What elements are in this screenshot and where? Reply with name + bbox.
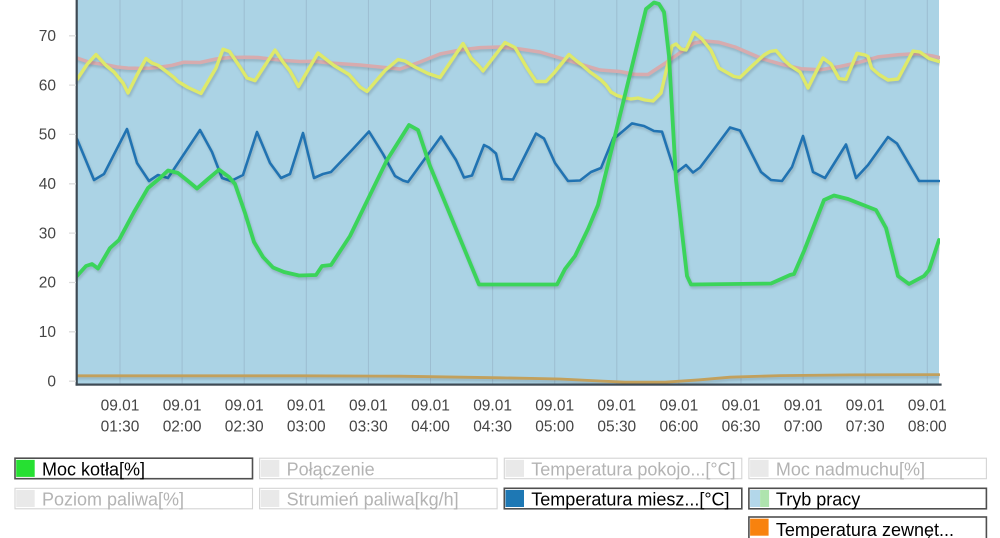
svg-text:06:00: 06:00 xyxy=(660,418,699,435)
svg-text:09.01: 09.01 xyxy=(660,398,699,415)
svg-text:06:30: 06:30 xyxy=(722,418,761,435)
svg-text:Poziom paliwa[%]: Poziom paliwa[%] xyxy=(42,490,184,510)
svg-text:03:00: 03:00 xyxy=(287,418,326,435)
svg-text:09.01: 09.01 xyxy=(411,398,450,415)
svg-text:09.01: 09.01 xyxy=(473,398,512,415)
svg-text:60: 60 xyxy=(39,77,57,94)
svg-text:30: 30 xyxy=(39,225,57,242)
svg-text:07:00: 07:00 xyxy=(784,418,823,435)
svg-text:09.01: 09.01 xyxy=(535,398,574,415)
svg-text:03:30: 03:30 xyxy=(349,418,388,435)
svg-text:Temperatura miesz...[°C]: Temperatura miesz...[°C] xyxy=(531,490,729,510)
svg-text:Moc kotła[%]: Moc kotła[%] xyxy=(42,460,145,480)
svg-text:09.01: 09.01 xyxy=(163,398,202,415)
svg-text:Połączenie: Połączenie xyxy=(287,460,375,480)
svg-text:09.01: 09.01 xyxy=(597,398,636,415)
svg-text:05:00: 05:00 xyxy=(535,418,574,435)
svg-text:09.01: 09.01 xyxy=(722,398,761,415)
svg-text:09.01: 09.01 xyxy=(784,398,823,415)
svg-text:04:00: 04:00 xyxy=(411,418,450,435)
svg-text:09.01: 09.01 xyxy=(287,398,326,415)
svg-text:01:30: 01:30 xyxy=(101,418,140,435)
svg-text:09.01: 09.01 xyxy=(846,398,885,415)
svg-text:02:30: 02:30 xyxy=(225,418,264,435)
svg-text:Strumień paliwa[kg/h]: Strumień paliwa[kg/h] xyxy=(287,490,459,510)
svg-text:40: 40 xyxy=(39,176,57,193)
svg-text:50: 50 xyxy=(39,127,57,144)
svg-text:Tryb pracy: Tryb pracy xyxy=(776,490,860,510)
svg-text:02:00: 02:00 xyxy=(163,418,202,435)
svg-text:70: 70 xyxy=(39,28,57,45)
svg-text:Temperatura pokojo...[°C]: Temperatura pokojo...[°C] xyxy=(531,460,735,480)
svg-text:09.01: 09.01 xyxy=(908,398,947,415)
svg-text:20: 20 xyxy=(39,275,57,292)
svg-text:0: 0 xyxy=(47,373,56,390)
svg-text:04:30: 04:30 xyxy=(473,418,512,435)
svg-text:07:30: 07:30 xyxy=(846,418,885,435)
svg-text:08:00: 08:00 xyxy=(908,418,947,435)
svg-text:09.01: 09.01 xyxy=(101,398,140,415)
svg-text:10: 10 xyxy=(39,324,57,341)
svg-text:09.01: 09.01 xyxy=(225,398,264,415)
svg-text:Temperatura zewnęt...: Temperatura zewnęt... xyxy=(776,520,954,538)
svg-text:05:30: 05:30 xyxy=(597,418,636,435)
svg-text:09.01: 09.01 xyxy=(349,398,388,415)
svg-text:Moc nadmuchu[%]: Moc nadmuchu[%] xyxy=(776,460,925,480)
